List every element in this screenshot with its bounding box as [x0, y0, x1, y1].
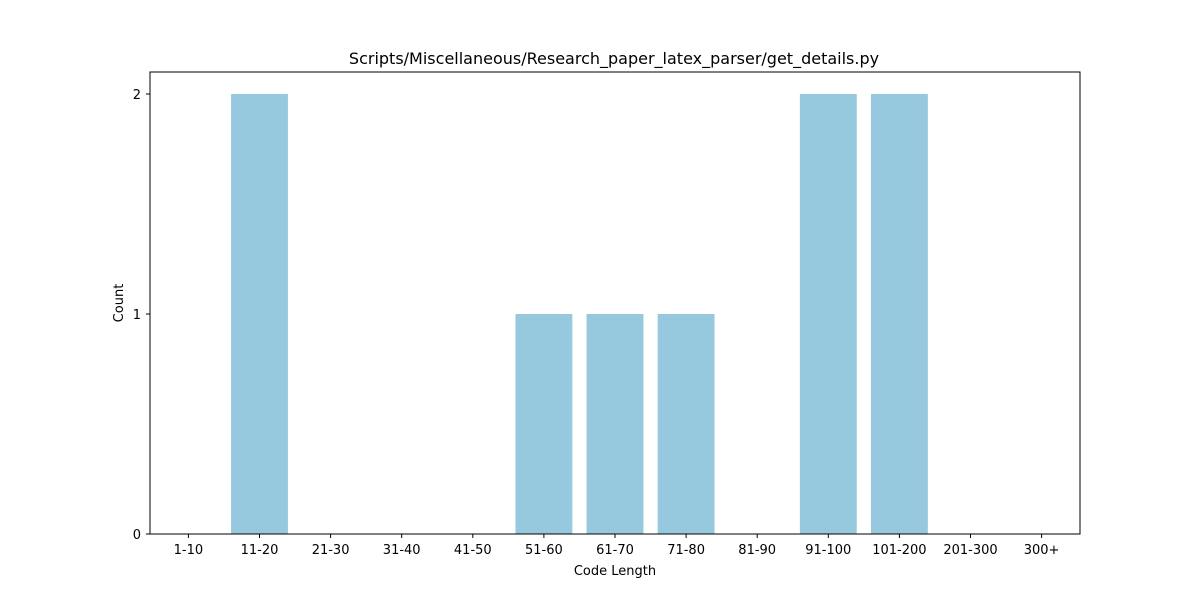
- x-axis-ticks: 1-10 11-20 21-30 31-40 41-50 51-60 61-70 71-80 8…: [174, 534, 1060, 558]
- x-tick-label: 300+: [1024, 543, 1060, 558]
- x-tick-label: 11-20: [241, 543, 279, 558]
- y-tick-label: 0: [133, 528, 141, 543]
- bar-51-60: [515, 314, 573, 534]
- x-tick-label: 201-300: [943, 543, 997, 558]
- x-tick-label: 91-100: [805, 543, 851, 558]
- x-tick-label: 41-50: [454, 543, 492, 558]
- x-tick-label: 1-10: [174, 543, 204, 558]
- y-tick-label: 2: [133, 88, 141, 103]
- x-tick-label: 81-90: [738, 543, 776, 558]
- x-tick-label: 51-60: [525, 543, 563, 558]
- x-tick-label: 61-70: [596, 543, 634, 558]
- chart-title: Scripts/Miscellaneous/Research_paper_lat…: [349, 49, 879, 69]
- x-tick-label: 101-200: [872, 543, 926, 558]
- y-axis-label: Count: [112, 284, 127, 323]
- x-tick-label: 31-40: [383, 543, 421, 558]
- bar-11-20: [231, 94, 288, 534]
- bar-101-200: [870, 94, 928, 534]
- x-tick-label: 21-30: [312, 543, 350, 558]
- bars-group: [231, 94, 928, 534]
- x-axis-label: Code Length: [574, 564, 656, 579]
- bar-61-70: [586, 314, 644, 534]
- y-tick-label: 1: [133, 308, 141, 323]
- y-axis-ticks: 0 1 2: [133, 88, 150, 543]
- x-tick-label: 71-80: [667, 543, 705, 558]
- bar-91-100: [799, 94, 857, 534]
- plot-frame: [149, 71, 1081, 535]
- bar-71-80: [657, 314, 715, 534]
